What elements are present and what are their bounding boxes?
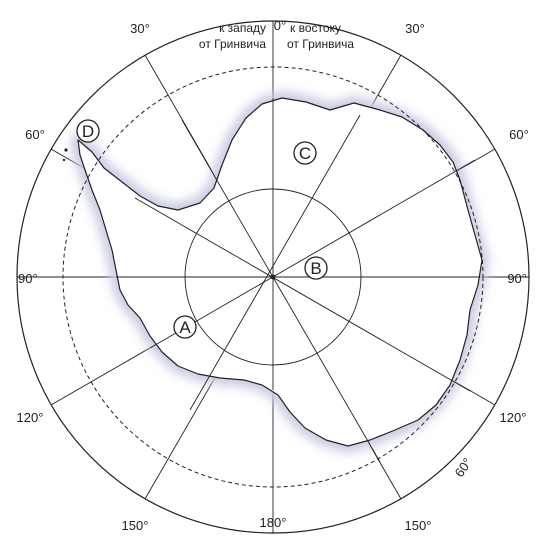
island bbox=[64, 148, 68, 152]
south-pole-dot bbox=[270, 274, 276, 280]
point-d-circle bbox=[76, 119, 100, 143]
header-east-line1: к востоку bbox=[290, 21, 341, 35]
label-60-west: 60° bbox=[25, 127, 45, 142]
label-0: 0° bbox=[274, 18, 286, 33]
point-d: D bbox=[76, 119, 100, 143]
meridians-over-land bbox=[116, 98, 480, 463]
point-a-circle bbox=[173, 315, 197, 339]
label-90-east: 90° bbox=[507, 271, 527, 286]
meridian-30e-150w-land bbox=[189, 114, 361, 411]
point-c: C bbox=[293, 141, 317, 165]
parallel-60-dashed bbox=[62, 66, 484, 488]
meridian-60w-120e-land bbox=[134, 197, 471, 392]
meridian-60e-120w-land bbox=[149, 159, 476, 349]
point-b-circle bbox=[304, 256, 328, 280]
point-a-label: A bbox=[179, 318, 191, 337]
meridian-30w-150e-land bbox=[181, 119, 381, 463]
label-parallel-60: 60° bbox=[452, 455, 476, 480]
point-c-label: C bbox=[299, 144, 311, 163]
label-30-east: 30° bbox=[405, 21, 425, 36]
label-120-east: 120° bbox=[500, 410, 527, 425]
point-b: B bbox=[304, 256, 328, 280]
island bbox=[62, 158, 66, 162]
label-180: 180° bbox=[260, 515, 287, 530]
header-west-line2: от Гринвича bbox=[199, 37, 266, 51]
label-60-east: 60° bbox=[509, 127, 529, 142]
label-90-west: 90° bbox=[18, 271, 38, 286]
point-b-label: B bbox=[310, 259, 321, 278]
antarctica-coastline bbox=[77, 97, 483, 447]
header-west-line1: к западу bbox=[219, 21, 266, 35]
point-d-label: D bbox=[82, 122, 94, 141]
parallel-80 bbox=[184, 188, 362, 366]
label-150-east: 150° bbox=[405, 518, 432, 533]
label-120-west: 120° bbox=[17, 410, 44, 425]
header-east-line2: от Гринвича bbox=[287, 37, 354, 51]
label-150-west: 150° bbox=[122, 518, 149, 533]
point-c-circle bbox=[293, 141, 317, 165]
label-30-west: 30° bbox=[130, 21, 150, 36]
point-a: A bbox=[173, 315, 197, 339]
